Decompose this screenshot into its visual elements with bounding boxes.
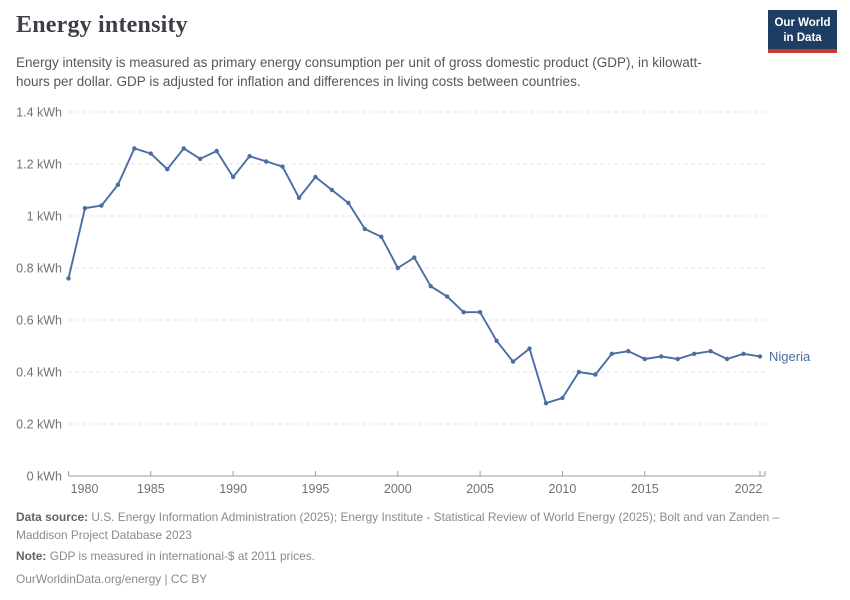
data-point[interactable] bbox=[576, 369, 582, 375]
y-axis-tick-label: 0 kWh bbox=[27, 470, 62, 484]
x-axis-tick-label: 2000 bbox=[384, 482, 412, 496]
data-point[interactable] bbox=[296, 195, 302, 200]
data-point[interactable] bbox=[741, 351, 746, 356]
data-point[interactable] bbox=[494, 338, 499, 343]
owid-logo-line1: Our World bbox=[774, 17, 831, 29]
data-point[interactable] bbox=[379, 234, 384, 239]
owid-logo-line2: in Data bbox=[783, 31, 822, 44]
x-axis-tick-label: 2022 bbox=[735, 482, 763, 496]
data-point[interactable] bbox=[708, 349, 713, 354]
owid-logo[interactable]: Our World in Data bbox=[768, 10, 837, 54]
data-point[interactable] bbox=[329, 187, 335, 193]
data-point[interactable] bbox=[691, 351, 697, 356]
chart-area: 0 kWh 0.2 kWh 0.4 kWh 0.6 kWh 0.8 kWh 1 kWh 1.… bbox=[0, 95, 850, 500]
y-axis-tick-label: 1 kWh bbox=[27, 210, 62, 224]
data-point[interactable] bbox=[165, 167, 170, 172]
license-link[interactable]: OurWorldinData.org/energy | CC BY bbox=[16, 571, 208, 586]
data-point[interactable] bbox=[642, 356, 647, 362]
note-line: Note: GDP is measured in international-$… bbox=[16, 548, 782, 566]
data-source-text: U.S. Energy Information Administration (… bbox=[16, 510, 780, 542]
y-axis-labels: 0 kWh 0.2 kWh 0.4 kWh 0.6 kWh 0.8 kWh 1 kWh 1.… bbox=[16, 106, 62, 484]
data-point[interactable] bbox=[362, 226, 368, 232]
x-axis-tick-label: 2005 bbox=[466, 482, 494, 496]
data-point[interactable] bbox=[675, 356, 680, 362]
x-axis-tick-label: 1985 bbox=[137, 482, 165, 496]
y-axis-tick-label: 0.2 kWh bbox=[16, 418, 62, 432]
x-axis-tick-label: 1990 bbox=[219, 482, 247, 496]
data-point[interactable] bbox=[115, 182, 121, 187]
x-axis-tick-label: 1980 bbox=[71, 482, 99, 496]
data-point[interactable] bbox=[280, 164, 285, 169]
y-axis-tick-label: 0.6 kWh bbox=[16, 314, 62, 328]
y-axis-tick-label: 1.4 kWh bbox=[16, 106, 62, 120]
note-text: GDP is measured in international-$ at 20… bbox=[49, 549, 315, 563]
data-point[interactable] bbox=[412, 255, 417, 260]
data-point[interactable] bbox=[626, 349, 631, 354]
data-source-label: Data source: bbox=[16, 510, 89, 524]
data-point[interactable] bbox=[230, 174, 236, 180]
data-point[interactable] bbox=[132, 146, 137, 151]
x-axis-ticks: 1980 1985 1990 1995 2000 2005 2010 2015 2022 bbox=[68, 471, 766, 496]
data-source-line: Data source: U.S. Energy Information Adm… bbox=[16, 509, 782, 544]
x-axis-tick-label: 2010 bbox=[549, 482, 577, 496]
data-point[interactable] bbox=[395, 265, 400, 271]
data-point[interactable] bbox=[543, 401, 549, 406]
data-point[interactable] bbox=[66, 276, 71, 281]
data-point[interactable] bbox=[198, 156, 203, 161]
data-point[interactable] bbox=[560, 395, 565, 401]
data-point[interactable] bbox=[428, 284, 433, 289]
data-point[interactable] bbox=[214, 148, 219, 154]
data-point[interactable] bbox=[461, 310, 466, 315]
x-axis-tick-label: 1995 bbox=[302, 482, 330, 496]
data-point[interactable] bbox=[346, 200, 351, 206]
data-point[interactable] bbox=[609, 351, 615, 356]
data-point[interactable] bbox=[247, 154, 252, 159]
data-point[interactable] bbox=[510, 359, 516, 364]
x-axis-tick-label: 2015 bbox=[631, 482, 659, 496]
data-point[interactable] bbox=[444, 294, 450, 299]
series-points-nigeria[interactable] bbox=[66, 146, 763, 406]
data-point[interactable] bbox=[477, 310, 483, 315]
data-point[interactable] bbox=[148, 151, 154, 156]
y-gridlines bbox=[68, 111, 765, 477]
series-line-nigeria[interactable] bbox=[67, 147, 761, 405]
chart-footer: Data source: U.S. Energy Information Adm… bbox=[16, 509, 782, 592]
series-end-label: Nigeria bbox=[769, 349, 811, 364]
chart-canvas[interactable]: 0 kWh 0.2 kWh 0.4 kWh 0.6 kWh 0.8 kWh 1 kWh 1.… bbox=[0, 95, 850, 500]
y-axis-tick-label: 0.8 kWh bbox=[16, 262, 62, 276]
data-point[interactable] bbox=[313, 174, 318, 180]
data-point[interactable] bbox=[263, 159, 269, 164]
y-axis-tick-label: 0.4 kWh bbox=[16, 366, 62, 380]
data-point[interactable] bbox=[181, 146, 186, 151]
page-title: Energy intensity bbox=[16, 12, 188, 38]
data-point[interactable] bbox=[593, 372, 598, 377]
data-point[interactable] bbox=[659, 354, 664, 359]
y-axis-tick-label: 1.2 kWh bbox=[16, 158, 62, 172]
data-point[interactable] bbox=[82, 206, 88, 211]
data-point[interactable] bbox=[99, 203, 104, 208]
data-point[interactable] bbox=[724, 356, 730, 362]
data-point[interactable] bbox=[527, 346, 532, 351]
note-label: Note: bbox=[16, 549, 47, 563]
data-point[interactable] bbox=[757, 354, 763, 359]
chart-subtitle: Energy intensity is measured as primary … bbox=[16, 55, 702, 90]
